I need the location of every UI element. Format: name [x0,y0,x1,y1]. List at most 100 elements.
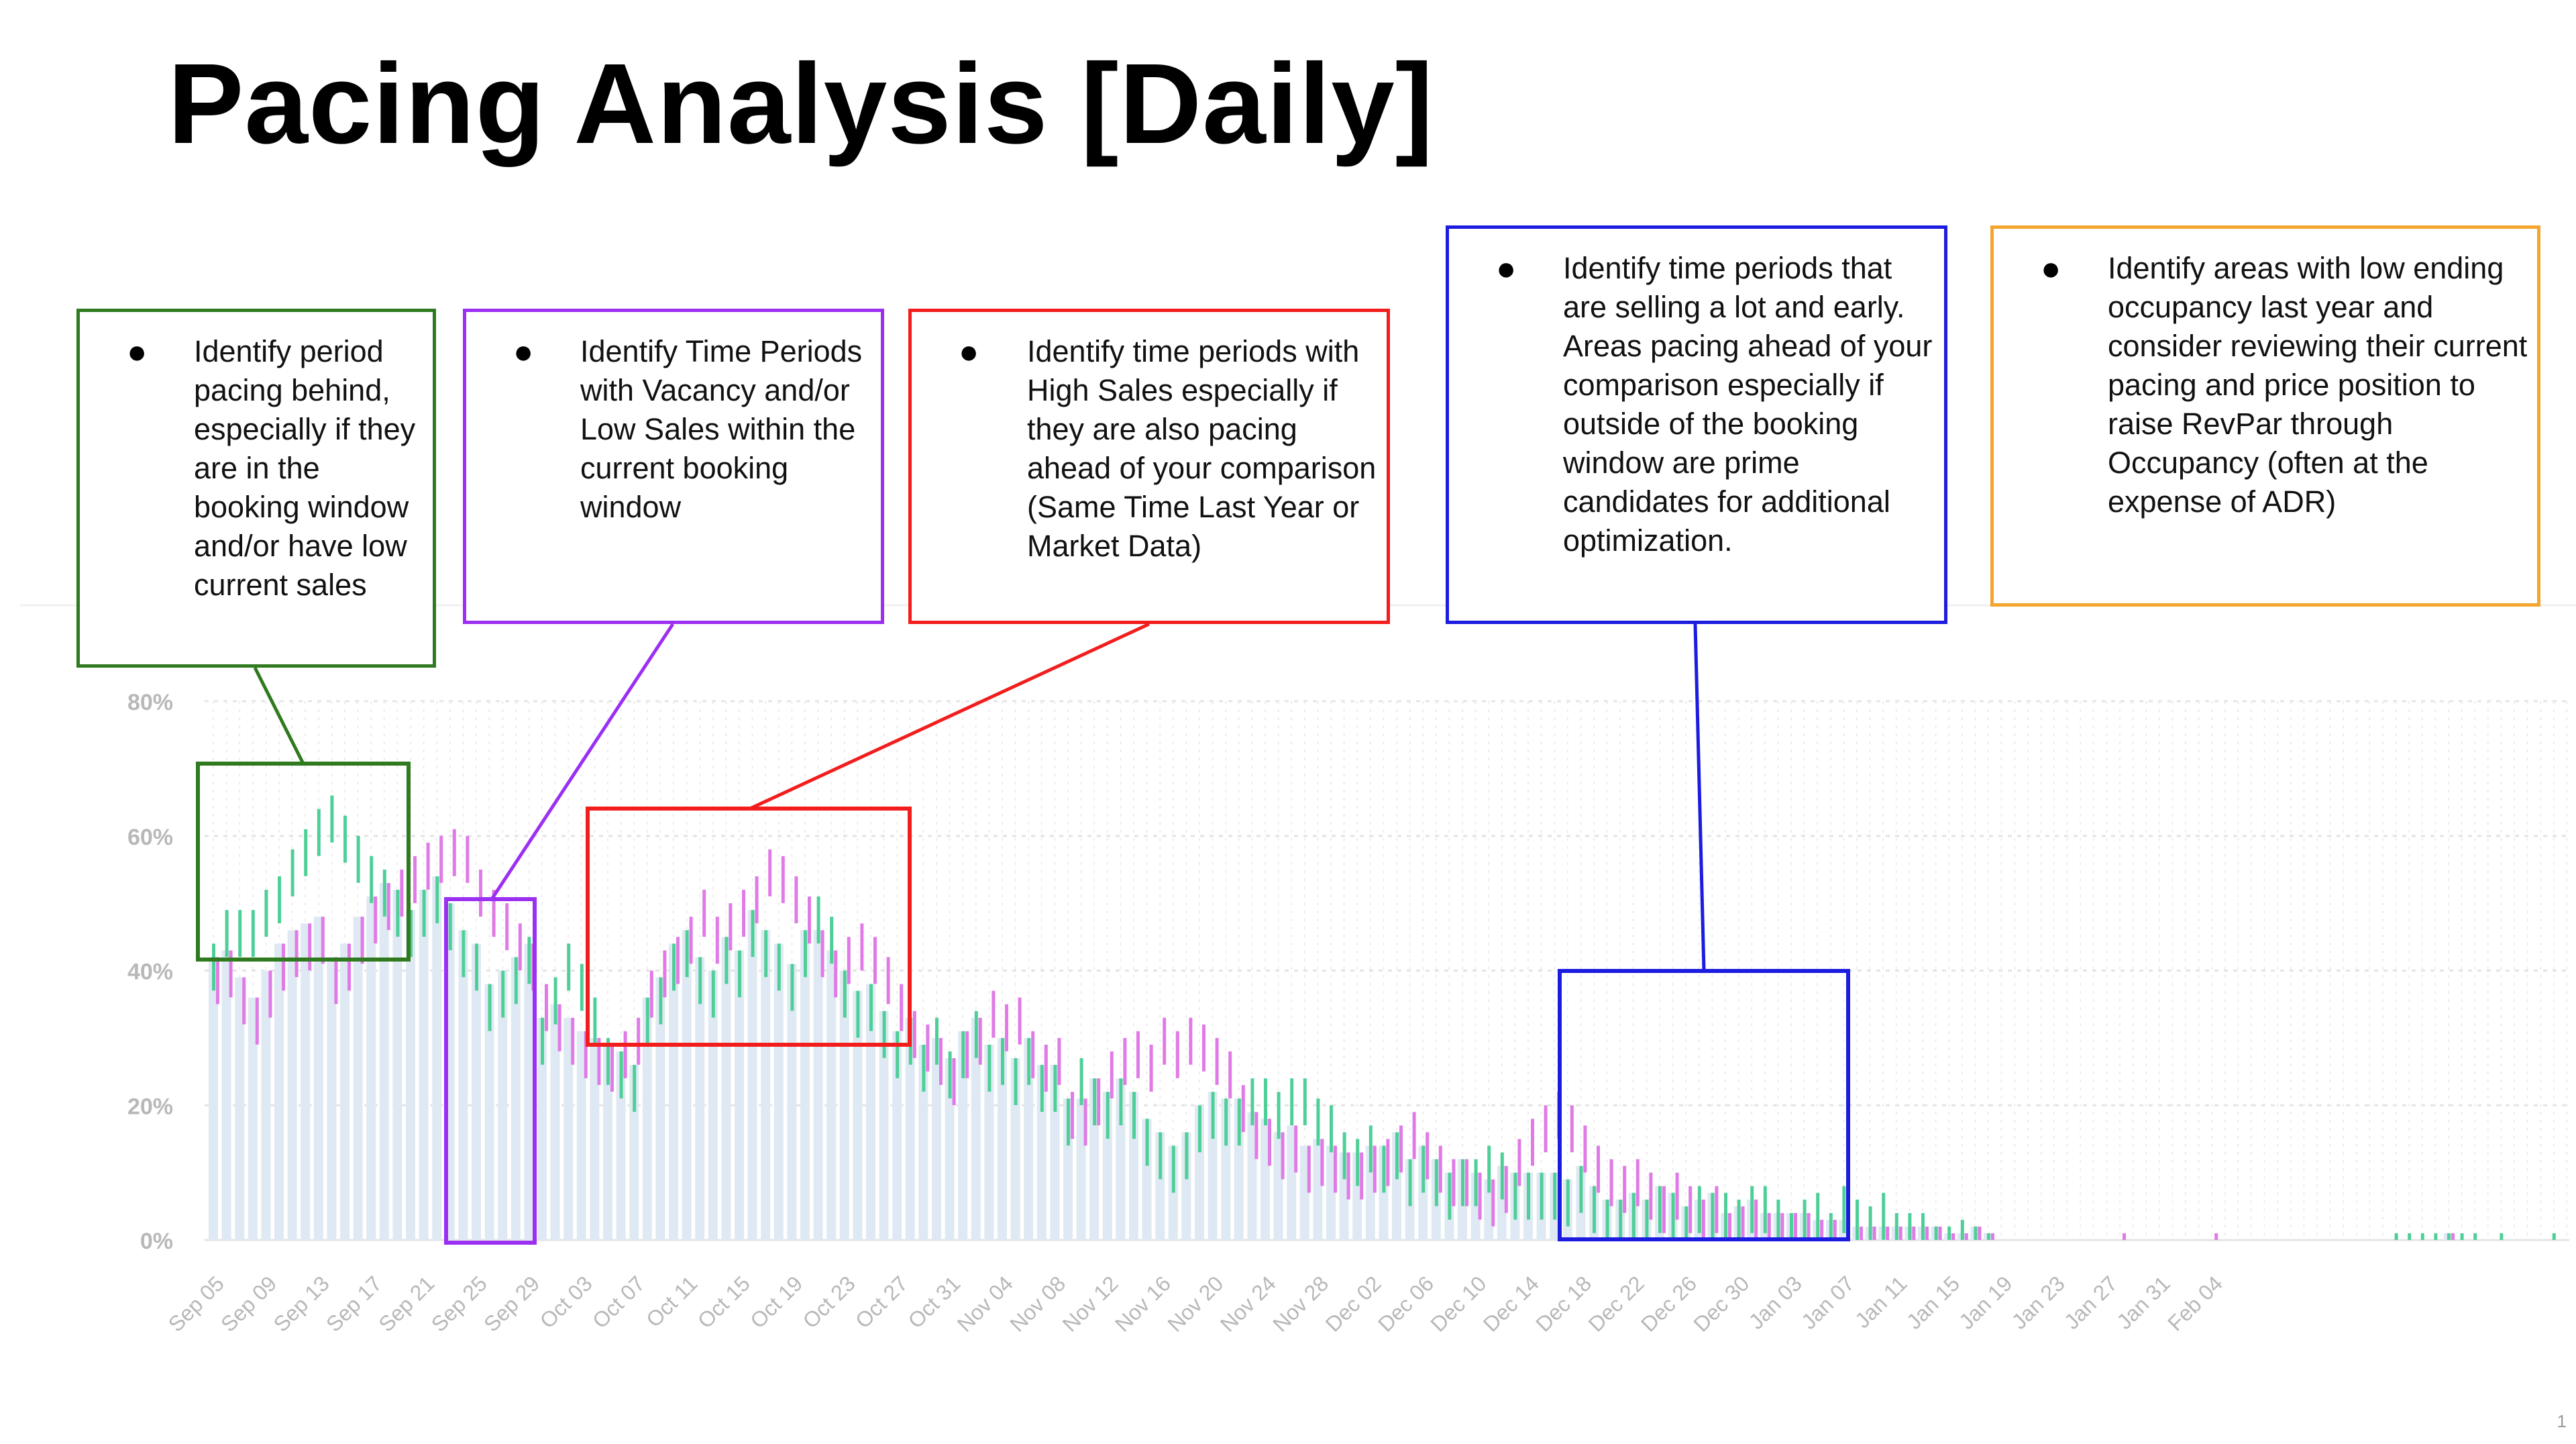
current-sales-bar [1894,1213,1898,1240]
current-sales-bar [1908,1213,1912,1240]
current-sales-bar [1001,1037,1004,1085]
comparison-bar [834,950,838,998]
base-bar [327,957,337,1240]
base-bar [1208,1092,1218,1240]
comparison-bar [1215,1037,1219,1085]
current-sales-bar [882,1011,886,1058]
highlight-box-purple [444,897,537,1245]
current-sales-bar [1027,1037,1031,1085]
base-bar [669,943,678,1240]
comparison-bar [1925,1226,1929,1240]
comparison-bar [255,997,259,1045]
x-tick-label: Dec 22 [1584,1271,1649,1336]
current-sales-bar [1093,1078,1097,1126]
highlight-box-green [196,762,411,962]
x-tick-label: Nov 16 [1110,1271,1175,1336]
comparison-bar [715,917,719,964]
base-bar [747,910,757,1240]
current-sales-bar [1882,1192,1886,1240]
base-bar [1313,1139,1323,1240]
comparison-bar [689,917,693,964]
base-bar [576,1031,586,1240]
comparison-bar [1360,1152,1364,1200]
current-sales-bar [1921,1213,1925,1240]
base-bar [1470,1172,1481,1240]
bullet-icon: ● [2041,250,2061,287]
comparison-bar [1912,1226,1916,1240]
base-bar [879,1011,889,1240]
current-sales-bar [593,997,597,1045]
base-bar [1365,1145,1375,1240]
comparison-bar [1649,1172,1653,1220]
current-sales-bar [448,903,452,951]
base-bar [498,970,508,1240]
current-sales-bar [1868,1206,1872,1240]
current-sales-bar [1330,1105,1333,1153]
comparison-bar [873,937,877,984]
x-tick-label: Dec 30 [1688,1271,1754,1336]
x-tick-label: Oct 19 [745,1271,807,1333]
comparison-bar [1189,1017,1193,1065]
current-sales-bar [816,896,820,944]
comparison-bar [1005,1004,1008,1051]
base-bar [313,917,323,1240]
comparison-bar [1807,1213,1811,1240]
comparison-bar [702,890,706,937]
comparison-bar [2451,1233,2455,1240]
base-bar [248,997,258,1240]
comparison-bar [952,1058,956,1105]
comparison-bar [1675,1172,1679,1220]
comparison-bar [229,950,233,998]
current-sales-bar [1790,1213,1793,1240]
current-sales-bar [804,930,807,978]
comparison-bar [1780,1213,1784,1240]
x-tick-label: Sep 05 [164,1271,229,1336]
x-tick-label: Sep 17 [321,1271,386,1336]
base-bar [392,890,402,1240]
current-sales-bar [1014,1058,1018,1105]
base-bar [682,930,692,1240]
current-sales-bar [304,829,308,876]
base-bar [1273,1132,1283,1240]
comparison-bar [1570,1105,1574,1153]
comparison-bar [781,856,785,903]
comparison-bar [282,943,285,991]
current-sales-bar [698,957,702,1004]
comparison-bar [1136,1031,1140,1078]
current-sales-bar [1513,1172,1517,1220]
callout-text: Identify time periods that are selling a… [1563,251,1933,558]
callout-text: Identify Time Periods with Vacancy and/o… [580,334,863,524]
base-bar [472,943,481,1240]
connector-line-purple [490,623,675,900]
current-sales-bar [843,970,847,1018]
x-tick-label: Sep 25 [427,1271,492,1336]
comparison-bar [649,970,653,1018]
current-sales-bar [1724,1192,1727,1240]
x-tick-label: Oct 27 [851,1271,912,1333]
current-sales-bar [1829,1213,1833,1240]
current-sales-bar [422,890,426,937]
current-sales-bar [580,964,584,1011]
current-sales-bar [1145,1119,1149,1166]
x-tick-label: Dec 02 [1321,1271,1386,1336]
current-sales-bar [1842,1186,1846,1233]
comparison-bar [1175,1031,1179,1078]
comparison-bar [768,849,772,896]
base-bar [1287,1125,1297,1240]
base-bar [1260,1119,1270,1240]
base-bar [932,1037,941,1240]
y-tick-label: 60% [127,825,173,850]
current-sales-bar [1605,1199,1609,1240]
comparison-bar [1110,1051,1114,1098]
comparison-bar [321,917,325,964]
comparison-bar [1346,1152,1350,1200]
x-tick-label: Oct 23 [798,1271,860,1333]
current-sales-bar [724,937,729,984]
current-sales-bar [1434,1159,1438,1206]
current-sales-bar [896,1031,900,1078]
base-bar [458,930,468,1240]
x-tick-label: Oct 03 [535,1271,597,1333]
comparison-bar [400,869,404,917]
current-sales-bar [1816,1192,1820,1240]
comparison-bar [1701,1199,1705,1240]
